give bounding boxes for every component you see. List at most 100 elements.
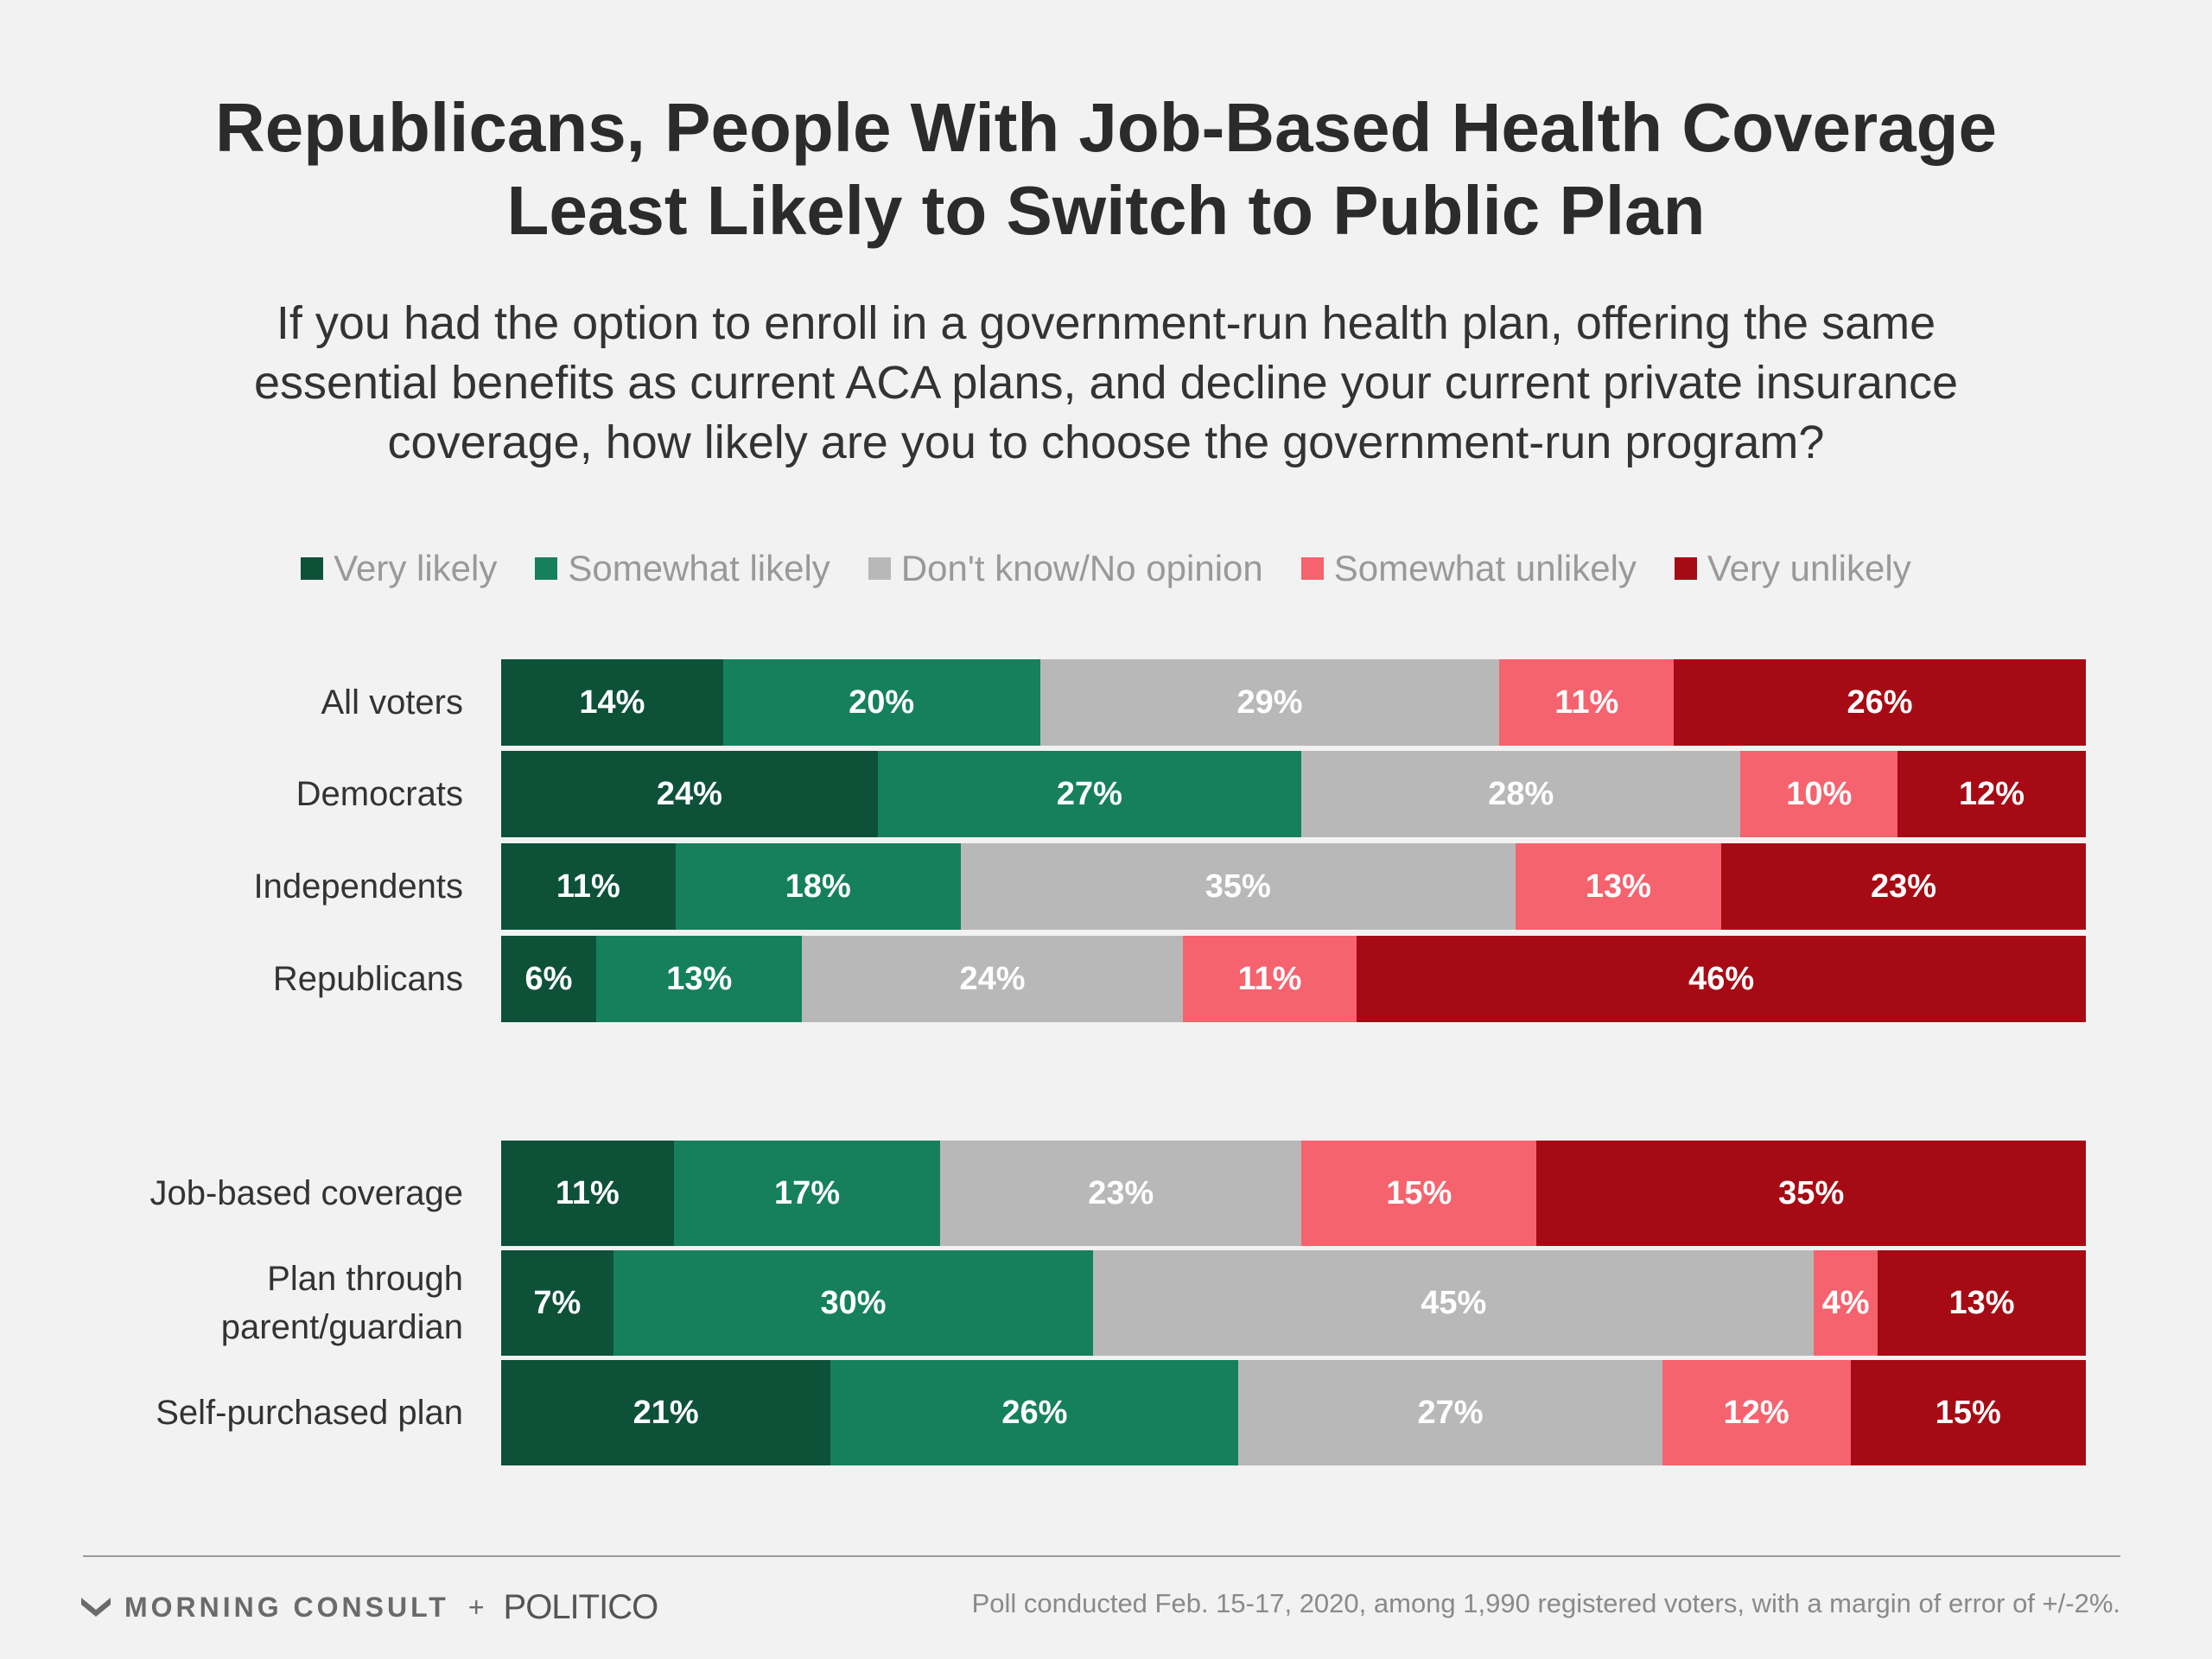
bar-segment: 7% (501, 1250, 613, 1356)
bar-value-label: 29% (1236, 683, 1303, 721)
bar-segment: 15% (1850, 1360, 2086, 1465)
bar-value-label: 12% (1723, 1394, 1789, 1431)
chart-legend: Very likely Somewhat likely Don't know/No … (0, 543, 2212, 594)
bar-value-label: 11% (555, 1174, 620, 1211)
bar-value-label: 30% (820, 1284, 887, 1321)
row-label-line: parent/guardian (220, 1308, 463, 1346)
legend-label: Somewhat likely (568, 548, 830, 588)
row-label-line: Independents (253, 868, 463, 906)
bar-segment: 6% (501, 936, 597, 1022)
legend-item: Somewhat likely (535, 548, 830, 589)
bar-value-label: 14% (579, 683, 645, 721)
bar-value-label: 24% (959, 960, 1026, 997)
bar-segment: 12% (1662, 1360, 1851, 1465)
subtitle-line-1: If you had the option to enroll in a gov… (276, 297, 1936, 349)
bar-value-label: 15% (1386, 1174, 1452, 1211)
bar-value-label: 13% (666, 960, 733, 997)
bar-segment: 4% (1814, 1250, 1878, 1356)
row-label-line: Self-purchased plan (156, 1394, 463, 1432)
bar-segment: 29% (1039, 659, 1500, 746)
bar-value-label: 45% (1421, 1284, 1487, 1321)
row-label: Democrats (296, 770, 463, 818)
bar-value-label: 28% (1488, 775, 1554, 812)
row-label: Self-purchased plan (156, 1389, 463, 1437)
legend-label: Somewhat unlikely (1333, 548, 1637, 588)
bar-segment: 30% (613, 1250, 1094, 1356)
bar-segment: 24% (802, 936, 1183, 1022)
legend-swatch (301, 557, 324, 580)
bar-segment: 11% (1499, 659, 1675, 746)
bar-segment: 11% (501, 1141, 674, 1246)
bar-row: 11% 17% 23% 15% 35% (501, 1141, 2086, 1246)
bar-segment: 11% (1182, 936, 1357, 1022)
bar-value-label: 13% (1948, 1284, 2015, 1321)
bar-segment: 45% (1093, 1250, 1815, 1356)
bar-segment: 12% (1897, 751, 2086, 837)
row-label: All voters (321, 678, 464, 727)
logo-plus-sign: + (467, 1591, 485, 1623)
bar-segment: 26% (1674, 659, 2086, 746)
bar-segment: 13% (1515, 843, 1722, 930)
bar-segment: 35% (960, 843, 1516, 930)
bar-value-label: 7% (533, 1284, 582, 1321)
bar-row: 6% 13% 24% 11% 46% (501, 936, 2086, 1022)
bar-value-label: 35% (1205, 868, 1271, 905)
bar-value-label: 17% (774, 1174, 841, 1211)
row-label: Job-based coverage (150, 1169, 463, 1217)
morning-consult-logo-text: MORNING CONSULT (124, 1591, 449, 1623)
bar-segment: 27% (877, 751, 1302, 837)
bar-segment: 23% (1721, 843, 2086, 930)
legend-item: Don't know/No opinion (868, 548, 1263, 589)
bar-value-label: 20% (849, 683, 915, 721)
bar-value-label: 13% (1585, 868, 1651, 905)
chart-title-line-2: Least Likely to Switch to Public Plan (506, 172, 1706, 249)
bar-value-label: 10% (1786, 775, 1853, 812)
bar-value-label: 23% (1871, 868, 1937, 905)
bar-row: 14% 20% 29% 11% 26% (501, 659, 2086, 746)
bar-segment: 15% (1301, 1141, 1537, 1246)
legend-swatch (868, 557, 891, 580)
bar-segment: 23% (940, 1141, 1302, 1246)
chart-subtitle: If you had the option to enroll in a gov… (138, 294, 2074, 473)
bar-segment: 24% (501, 751, 878, 837)
bar-segment: 35% (1536, 1141, 2086, 1246)
bar-value-label: 15% (1935, 1394, 2001, 1431)
row-label-line: Democrats (296, 775, 463, 813)
row-label: Republicans (273, 955, 463, 1003)
legend-swatch (1674, 557, 1697, 580)
legend-swatch (535, 557, 558, 580)
bar-segment: 13% (1878, 1250, 2086, 1356)
morning-consult-logo-icon (81, 1598, 111, 1617)
footer-divider (83, 1555, 2120, 1557)
subtitle-line-2: essential benefits as current ACA plans,… (253, 357, 1959, 409)
bar-value-label: 27% (1417, 1394, 1484, 1431)
row-label-line: Plan through (267, 1260, 463, 1298)
bar-value-label: 11% (556, 868, 620, 905)
bar-segment: 28% (1301, 751, 1741, 837)
politico-logo-text: POLITICO (503, 1587, 659, 1626)
bar-row: 7% 30% 45% 4% 13% (501, 1250, 2086, 1356)
row-label: Independents (254, 862, 463, 911)
legend-swatch (1300, 557, 1324, 580)
footer-logos: MORNING CONSULT + POLITICO (79, 1586, 658, 1628)
bar-segment: 17% (673, 1141, 941, 1246)
bar-value-label: 12% (1958, 775, 2025, 812)
bar-value-label: 4% (1821, 1284, 1870, 1321)
bar-segment: 27% (1238, 1360, 1662, 1465)
bar-segment: 21% (501, 1360, 831, 1465)
row-label-line: Job-based coverage (149, 1174, 463, 1212)
bar-value-label: 6% (524, 960, 573, 997)
legend-label: Don't know/No opinion (900, 548, 1263, 588)
bar-row: 21% 26% 27% 12% 15% (501, 1360, 2086, 1465)
bar-value-label: 26% (1001, 1394, 1068, 1431)
legend-label: Very unlikely (1707, 548, 1911, 588)
bar-row: 11% 18% 35% 13% 23% (501, 843, 2086, 930)
bar-segment: 26% (830, 1360, 1239, 1465)
bar-value-label: 26% (1847, 683, 1913, 721)
bar-value-label: 21% (632, 1394, 699, 1431)
bar-segment: 20% (722, 659, 1040, 746)
chart-title: Republicans, People With Job-Based Healt… (0, 86, 2212, 252)
row-label-line: Republicans (272, 960, 463, 998)
bar-value-label: 35% (1778, 1174, 1845, 1211)
bar-value-label: 46% (1688, 960, 1755, 997)
